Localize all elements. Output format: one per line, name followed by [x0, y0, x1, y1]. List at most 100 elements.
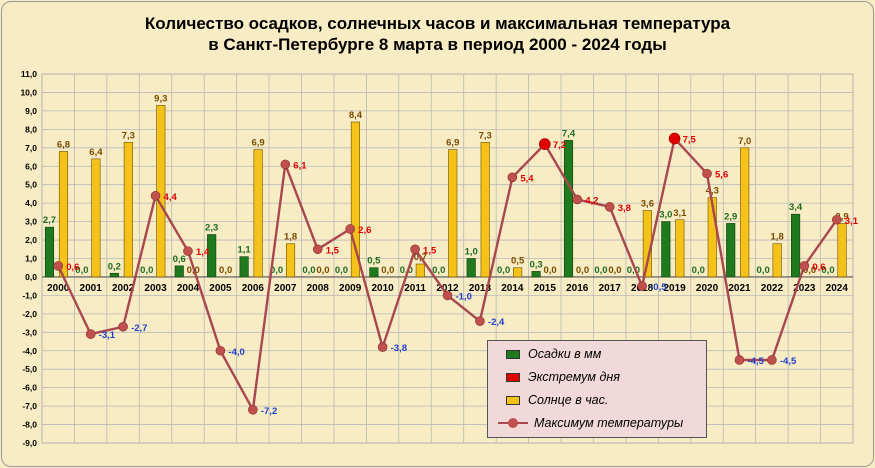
y-tick-label: -9,0 — [22, 438, 37, 448]
temperature-point — [410, 244, 420, 255]
sun-data-label: 0,0 — [316, 265, 329, 276]
y-tick-label: 11,0 — [21, 69, 37, 79]
temperature-data-label: 1,5 — [423, 245, 437, 256]
precip-data-label: 1,1 — [238, 245, 252, 256]
x-tick-label: 2007 — [274, 283, 297, 294]
sun-bar — [740, 147, 750, 278]
y-tick-label: 10,0 — [20, 87, 37, 97]
precip-data-label: 0,0 — [692, 265, 705, 276]
y-tick-label: -7,0 — [22, 401, 37, 411]
legend-item-sun: Солнце в час. — [506, 390, 608, 410]
sun-bar — [91, 158, 101, 278]
sun-bar — [415, 263, 425, 278]
y-tick-label: 2,0 — [25, 235, 37, 245]
temperature-point — [85, 329, 96, 339]
x-tick-label: 2021 — [728, 283, 751, 294]
sun-bar — [772, 243, 782, 278]
precip-data-label: 0,0 — [335, 265, 348, 276]
precip-data-label: 0,0 — [627, 265, 640, 276]
temperature-point — [53, 261, 64, 271]
precip-data-label: 0,6 — [173, 254, 186, 265]
y-tick-label: 5,0 — [25, 180, 37, 190]
precip-bar — [44, 226, 55, 278]
temperature-data-label: -3,1 — [99, 330, 116, 341]
temperature-data-label: 4,2 — [585, 195, 598, 206]
x-tick-label: 2014 — [501, 283, 524, 294]
temperature-data-label: -7,2 — [261, 406, 277, 417]
x-tick-label: 2006 — [242, 283, 265, 294]
sun-data-label: 0,0 — [219, 265, 232, 276]
sun-data-label: 2,9 — [835, 211, 848, 222]
sun-data-label: 1,8 — [284, 232, 297, 243]
y-tick-label: -8,0 — [22, 420, 37, 430]
temperature-point — [734, 355, 745, 365]
x-tick-label: 2023 — [793, 283, 816, 294]
temperature-data-label: 2,6 — [358, 225, 371, 236]
y-tick-label: 4,0 — [25, 198, 37, 208]
precip-data-label: 0,5 — [367, 256, 381, 267]
legend-item-temp: Максимум температуры — [498, 413, 684, 433]
x-tick-label: 2012 — [436, 283, 459, 294]
temperature-data-label: 7,5 — [683, 135, 697, 146]
legend-item-extremum: Экстремум дня — [506, 367, 620, 387]
temperature-point — [507, 172, 518, 183]
x-tick-label: 2008 — [307, 283, 330, 294]
y-tick-label: 3,0 — [25, 217, 37, 227]
sun-data-label: 0,0 — [576, 265, 589, 276]
temperature-data-label: -4,5 — [747, 356, 764, 367]
temperature-data-label: -0,5 — [650, 282, 667, 293]
precip-bar — [466, 258, 476, 278]
x-tick-label: 2019 — [663, 283, 686, 294]
precip-data-label: 0,0 — [757, 265, 770, 276]
temperature-data-label: -2,4 — [488, 317, 505, 328]
temperature-data-label: -2,7 — [131, 323, 147, 334]
x-tick-label: 2022 — [761, 283, 784, 294]
legend: Осадки в мм Экстремум дня Солнце в час. … — [487, 340, 707, 438]
temperature-data-label: 3,1 — [845, 216, 859, 227]
sun-bar — [350, 121, 360, 278]
precip-data-label: 2,9 — [724, 211, 737, 222]
sun-bar — [58, 151, 69, 278]
x-tick-label: 2024 — [826, 283, 849, 294]
x-tick-label: 2005 — [209, 283, 232, 294]
temperature-point — [280, 159, 291, 170]
precip-data-label: 0,0 — [594, 265, 607, 276]
precip-data-label: 1,0 — [465, 247, 478, 258]
sun-bar — [448, 149, 458, 278]
y-tick-label: 1,0 — [25, 254, 37, 264]
sun-data-label: 6,4 — [89, 147, 103, 158]
extremum-point — [539, 138, 551, 150]
legend-label-temp: Максимум температуры — [534, 416, 684, 430]
sun-bar — [837, 223, 847, 278]
sun-data-label: 7,3 — [479, 130, 492, 141]
sun-data-label: 6,9 — [252, 138, 265, 149]
temperature-data-label: -4,0 — [228, 347, 244, 358]
precip-data-label: 0,0 — [140, 265, 153, 276]
sun-data-label: 7,0 — [738, 136, 751, 147]
sun-bar — [253, 149, 263, 278]
precip-bar — [207, 234, 217, 278]
precip-bar — [369, 267, 379, 278]
precip-bar — [109, 272, 119, 278]
x-tick-label: 2010 — [371, 283, 394, 294]
legend-label-precip: Осадки в мм — [528, 347, 602, 361]
precip-data-label: 3,4 — [789, 202, 803, 213]
sun-data-label: 8,4 — [349, 110, 363, 121]
precip-data-label: 0,0 — [270, 265, 283, 276]
temperature-point — [767, 355, 777, 365]
x-tick-label: 2017 — [599, 283, 622, 294]
temperature-point — [215, 345, 226, 356]
sun-data-label: 1,8 — [771, 232, 784, 243]
x-tick-label: 2002 — [112, 283, 135, 294]
precip-data-label: 2,3 — [205, 223, 218, 234]
sun-data-label: 0,5 — [511, 256, 525, 267]
legend-label-sun: Солнце в час. — [528, 393, 609, 407]
x-tick-label: 2013 — [469, 283, 492, 294]
y-tick-label: -3,0 — [22, 327, 37, 337]
temperature-data-label: 3,8 — [618, 203, 631, 214]
temperature-data-label: 5,6 — [715, 170, 728, 181]
sun-bar — [285, 243, 296, 278]
precip-data-label: 0,0 — [821, 265, 834, 276]
sun-data-label: 0,0 — [803, 265, 816, 276]
